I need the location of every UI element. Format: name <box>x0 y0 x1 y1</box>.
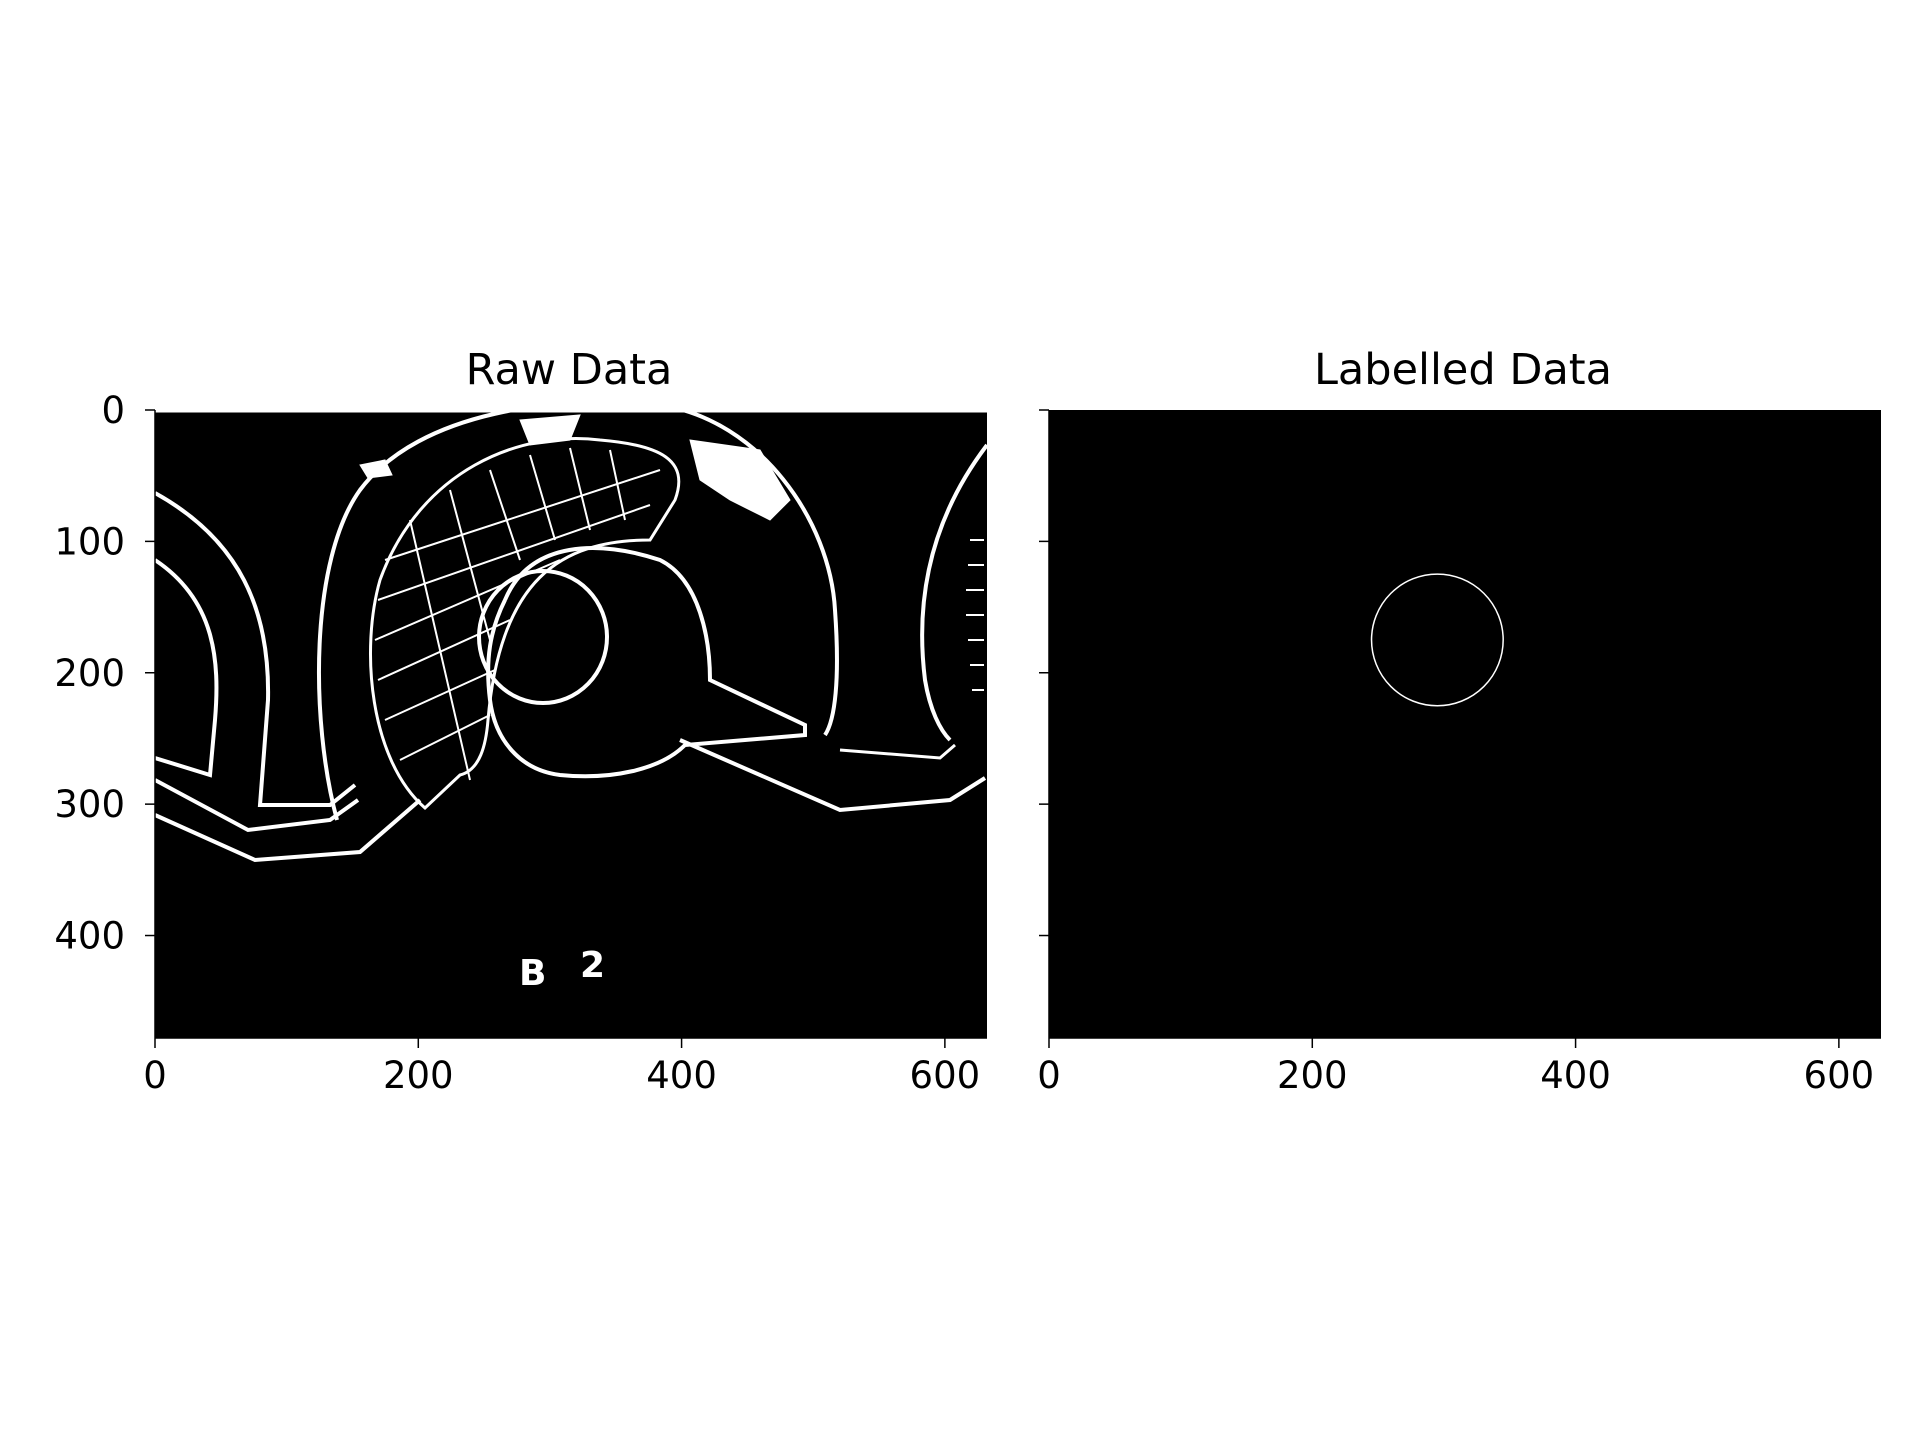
raw-data-image-text: B 2 <box>519 945 605 994</box>
labelled-data-title: Labelled Data <box>1314 345 1612 395</box>
raw-data-axes <box>154 410 987 1039</box>
raw-data-title: Raw Data <box>466 345 673 395</box>
raw-data-y-ticks: 0 100 200 300 400 <box>54 389 155 958</box>
raw-data-y-tick-label: 0 <box>101 389 125 432</box>
labelled-data-x-tick-label: 600 <box>1804 1054 1875 1097</box>
raw-data-x-ticks: 0 200 400 600 <box>143 1038 980 1097</box>
labelled-data-panel: Labelled Data 0 200 400 600 <box>1037 345 1881 1097</box>
labelled-data-axes <box>1048 410 1881 1039</box>
right-edge-dots <box>966 539 984 691</box>
hatch-pattern <box>374 447 661 781</box>
labelled-data-y-ticks <box>1039 409 1049 937</box>
labelled-data-image-background <box>1049 410 1881 1038</box>
raw-data-y-tick-label: 400 <box>54 915 125 958</box>
labelled-circle <box>1370 573 1504 707</box>
labelled-data-x-tick-label: 0 <box>1037 1054 1061 1097</box>
raw-data-image-background <box>155 410 987 1038</box>
raw-data-panel: Raw Data <box>54 345 987 1097</box>
image-digit-2: 2 <box>580 945 605 986</box>
labelled-data-x-tick-label: 400 <box>1540 1054 1611 1097</box>
raw-data-x-tick-label: 600 <box>910 1054 981 1097</box>
raw-data-y-tick-label: 100 <box>54 520 125 563</box>
labelled-data-x-tick-label: 200 <box>1277 1054 1348 1097</box>
raw-data-x-tick-label: 200 <box>383 1054 454 1097</box>
raw-data-x-tick-label: 0 <box>143 1054 167 1097</box>
raw-data-image-features <box>155 410 987 863</box>
raw-data-x-tick-label: 400 <box>646 1054 717 1097</box>
image-letter-b: B <box>519 953 546 994</box>
labelled-data-x-ticks: 0 200 400 600 <box>1037 1038 1874 1097</box>
raw-data-y-tick-label: 300 <box>54 783 125 826</box>
raw-data-y-tick-label: 200 <box>54 652 125 695</box>
